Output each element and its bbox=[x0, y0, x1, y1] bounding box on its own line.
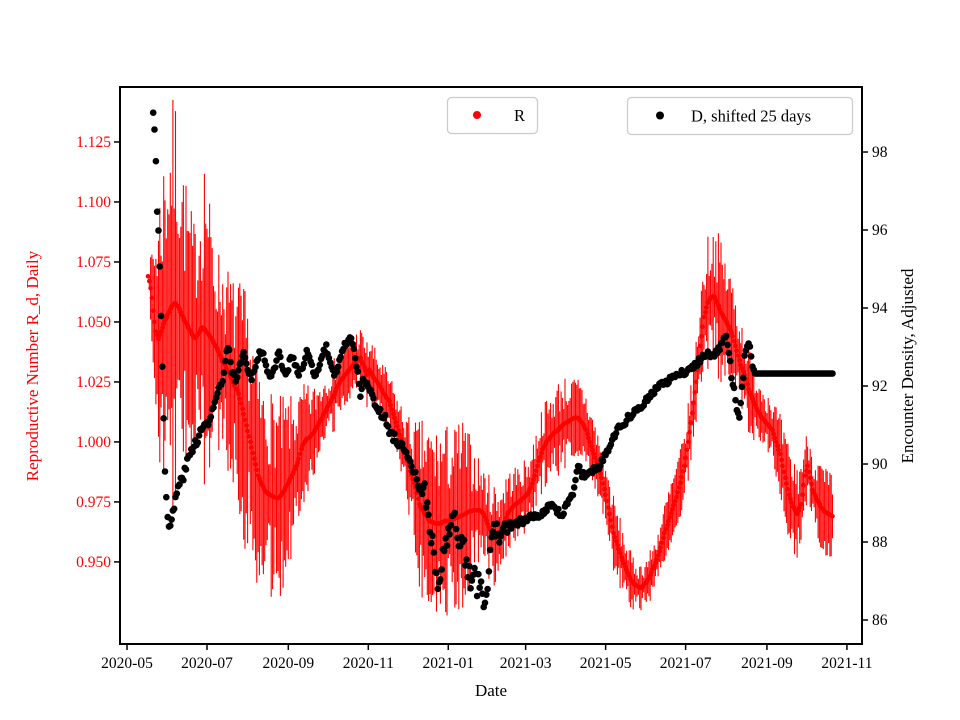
y-right-tick-label: 88 bbox=[872, 534, 888, 551]
x-tick-label: 2021-07 bbox=[660, 655, 712, 672]
x-tick-label: 2021-05 bbox=[580, 655, 632, 672]
y-left-axis-title: Reproductive Number R_d, Daily bbox=[23, 250, 42, 482]
x-tick-label: 2021-09 bbox=[741, 655, 793, 672]
y-left-tick-label: 1.100 bbox=[76, 194, 111, 211]
y-right-tick-label: 86 bbox=[872, 612, 888, 629]
legend-marker-dot bbox=[473, 111, 481, 119]
x-tick-label: 2020-11 bbox=[343, 655, 394, 672]
x-tick-label: 2020-09 bbox=[262, 655, 314, 672]
x-tick-label: 2020-07 bbox=[181, 655, 233, 672]
legend-d-shifted: D, shifted 25 days bbox=[626, 96, 854, 136]
y-right-tick-label: 96 bbox=[872, 222, 888, 239]
y-right-tick-label: 92 bbox=[872, 378, 888, 395]
y-right-tick-label: 98 bbox=[872, 144, 888, 161]
x-tick-label: 2021-01 bbox=[422, 655, 474, 672]
tick-labels: 2020-05 2020-07 2020-09 2020-11 2021-01 2021-… bbox=[76, 134, 888, 672]
y-right-tick-label: 94 bbox=[872, 300, 888, 317]
tick-marks bbox=[114, 141, 868, 650]
legend-box bbox=[446, 96, 539, 135]
x-axis-title: Date bbox=[474, 681, 508, 700]
y-left-tick-label: 1.125 bbox=[76, 134, 111, 151]
y-left-tick-label: 1.000 bbox=[76, 434, 111, 451]
y-right-axis-title: Encounter Density, Adjusted bbox=[898, 268, 917, 464]
plot-data-region bbox=[145, 99, 836, 616]
x-tick-label: 2021-11 bbox=[821, 655, 872, 672]
y-left-tick-label: 1.025 bbox=[76, 374, 111, 391]
y-left-tick-label: 1.075 bbox=[76, 254, 111, 271]
x-tick-label: 2021-03 bbox=[500, 655, 552, 672]
legend-r: R bbox=[446, 96, 539, 135]
legend-box bbox=[626, 96, 854, 136]
plot-border bbox=[119, 86, 863, 645]
legend-label: D, shifted 25 days bbox=[691, 107, 811, 126]
x-tick-label: 2020-05 bbox=[101, 655, 153, 672]
legend-marker-dot bbox=[656, 111, 664, 120]
y-left-tick-label: 0.975 bbox=[76, 494, 111, 511]
y-left-tick-label: 0.950 bbox=[76, 554, 111, 571]
y-left-tick-label: 1.050 bbox=[76, 314, 111, 331]
y-right-tick-label: 90 bbox=[872, 456, 888, 473]
legend-label: R bbox=[514, 106, 525, 125]
d-series-dots bbox=[149, 109, 836, 611]
